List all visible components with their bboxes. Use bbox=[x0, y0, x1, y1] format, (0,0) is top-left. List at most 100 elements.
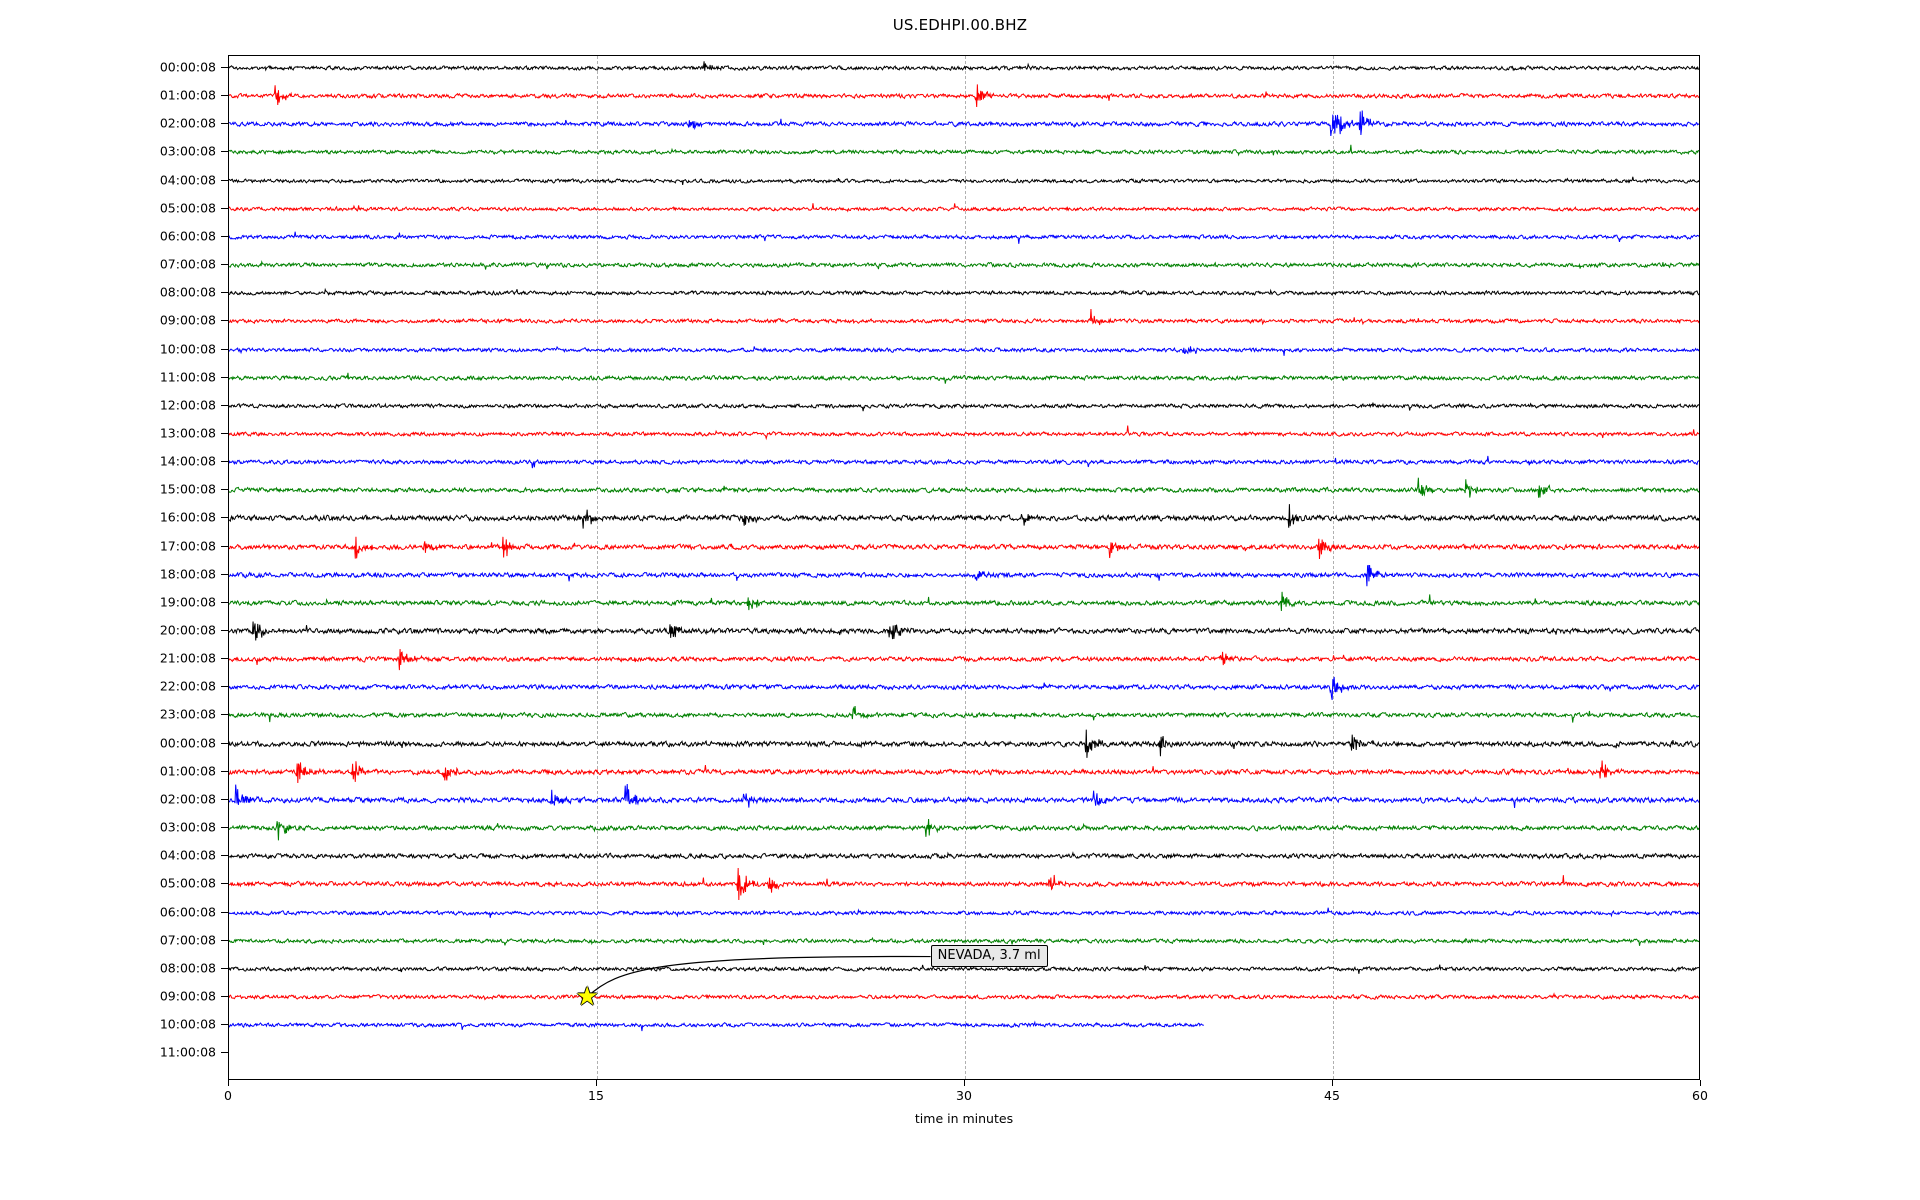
trace-row bbox=[229, 501, 1699, 535]
y-axis-label: 20:00:08 bbox=[159, 622, 216, 638]
y-axis-label: 11:00:08 bbox=[159, 369, 216, 385]
y-axis-tick bbox=[221, 1052, 228, 1054]
y-axis-label: 21:00:08 bbox=[159, 650, 216, 666]
trace-row bbox=[229, 389, 1699, 423]
x-axis-label: 45 bbox=[1324, 1088, 1340, 1103]
trace-row bbox=[229, 333, 1699, 367]
trace-row bbox=[229, 586, 1699, 620]
y-axis-tick bbox=[221, 404, 228, 406]
x-axis-tick bbox=[1700, 1080, 1701, 1086]
y-axis-tick bbox=[221, 798, 228, 800]
y-axis-tick bbox=[221, 67, 228, 68]
trace-row bbox=[229, 276, 1699, 310]
y-axis-label: 02:00:08 bbox=[159, 791, 216, 807]
y-axis-label: 14:00:08 bbox=[159, 453, 216, 469]
y-axis-label: 05:00:08 bbox=[159, 200, 216, 216]
y-axis-label: 09:00:08 bbox=[159, 312, 216, 328]
y-axis-label: 09:00:08 bbox=[159, 988, 216, 1004]
gridline-30 bbox=[965, 56, 966, 1079]
y-axis-label: 04:00:08 bbox=[159, 172, 216, 188]
y-axis-label: 12:00:08 bbox=[159, 397, 216, 413]
y-axis-tick bbox=[221, 939, 228, 941]
y-axis-tick bbox=[221, 573, 228, 575]
trace-row bbox=[229, 811, 1699, 845]
y-axis-tick bbox=[221, 855, 228, 857]
x-axis-tick bbox=[1332, 1080, 1333, 1086]
y-axis-tick bbox=[221, 686, 228, 688]
y-axis-tick bbox=[221, 883, 228, 885]
y-axis-tick bbox=[221, 827, 228, 829]
y-axis-label: 10:00:08 bbox=[159, 341, 216, 356]
trace-row bbox=[229, 1008, 1699, 1042]
trace-row bbox=[229, 896, 1699, 930]
trace-row bbox=[229, 220, 1699, 254]
y-axis-label: 22:00:08 bbox=[159, 678, 216, 694]
trace-row bbox=[229, 924, 1699, 958]
y-axis-label: 08:00:08 bbox=[159, 960, 216, 976]
trace-row bbox=[229, 1036, 1699, 1070]
y-axis-tick bbox=[221, 630, 228, 631]
trace-row bbox=[229, 755, 1699, 789]
y-axis-label: 23:00:08 bbox=[159, 706, 216, 722]
x-axis-label: 15 bbox=[588, 1088, 604, 1103]
y-axis-tick bbox=[221, 601, 228, 603]
y-axis-label: 16:00:08 bbox=[159, 509, 216, 525]
y-axis-tick bbox=[221, 179, 228, 181]
trace-row bbox=[229, 952, 1699, 986]
y-axis-label: 00:00:08 bbox=[159, 735, 216, 751]
trace-row bbox=[229, 361, 1699, 395]
y-axis-label: 18:00:08 bbox=[159, 566, 216, 582]
y-axis-label: 06:00:08 bbox=[159, 904, 216, 919]
trace-row bbox=[229, 670, 1699, 704]
trace-row bbox=[229, 558, 1699, 592]
y-axis-tick bbox=[221, 461, 228, 463]
plot-inner: ★ NEVADA, 3.7 ml bbox=[229, 56, 1699, 1079]
trace-row bbox=[229, 192, 1699, 226]
trace-row bbox=[229, 248, 1699, 282]
trace-row bbox=[229, 417, 1699, 451]
y-axis-tick bbox=[221, 207, 228, 209]
y-axis-tick bbox=[221, 742, 228, 744]
x-axis-label: 30 bbox=[956, 1088, 972, 1103]
y-axis-label: 15:00:08 bbox=[159, 481, 216, 497]
trace-row bbox=[229, 135, 1699, 169]
y-axis-tick bbox=[221, 967, 228, 969]
y-axis-label: 07:00:08 bbox=[159, 256, 216, 272]
event-annotation-label[interactable]: NEVADA, 3.7 ml bbox=[930, 944, 1048, 967]
y-axis-label: 11:00:08 bbox=[159, 1044, 216, 1060]
x-axis-tick bbox=[228, 1080, 229, 1086]
y-axis-label: 00:00:08 bbox=[159, 59, 216, 75]
gridline-45 bbox=[1333, 56, 1334, 1079]
y-axis-tick bbox=[221, 264, 228, 266]
trace-row bbox=[229, 445, 1699, 479]
trace-row bbox=[229, 304, 1699, 338]
x-axis-tick bbox=[964, 1080, 965, 1086]
y-axis-label: 01:00:08 bbox=[159, 763, 216, 779]
y-axis-tick bbox=[221, 123, 228, 125]
star-marker[interactable]: ★ bbox=[575, 981, 599, 1012]
trace-row bbox=[229, 164, 1699, 198]
plot-area: ★ NEVADA, 3.7 ml bbox=[228, 55, 1700, 1080]
trace-row bbox=[229, 839, 1699, 873]
y-axis-tick bbox=[221, 489, 228, 491]
y-axis-tick bbox=[221, 517, 228, 519]
trace-row bbox=[229, 530, 1699, 564]
y-axis-tick bbox=[221, 292, 228, 294]
x-axis-tick bbox=[596, 1080, 597, 1086]
trace-row bbox=[229, 642, 1699, 676]
y-axis-label: 17:00:08 bbox=[159, 538, 216, 554]
y-axis-tick bbox=[221, 911, 228, 913]
y-axis-tick bbox=[221, 151, 228, 153]
y-axis-tick bbox=[221, 320, 228, 322]
y-axis-label: 04:00:08 bbox=[159, 847, 216, 863]
x-axis-label: 60 bbox=[1692, 1088, 1708, 1103]
y-axis-tick bbox=[221, 714, 228, 716]
y-axis-tick bbox=[221, 95, 228, 97]
y-axis-tick bbox=[221, 770, 228, 772]
y-axis-label: 13:00:08 bbox=[159, 425, 216, 441]
y-axis-label: 03:00:08 bbox=[159, 143, 216, 159]
y-axis-tick bbox=[221, 376, 228, 378]
trace-row bbox=[229, 473, 1699, 507]
trace-row bbox=[229, 55, 1699, 85]
